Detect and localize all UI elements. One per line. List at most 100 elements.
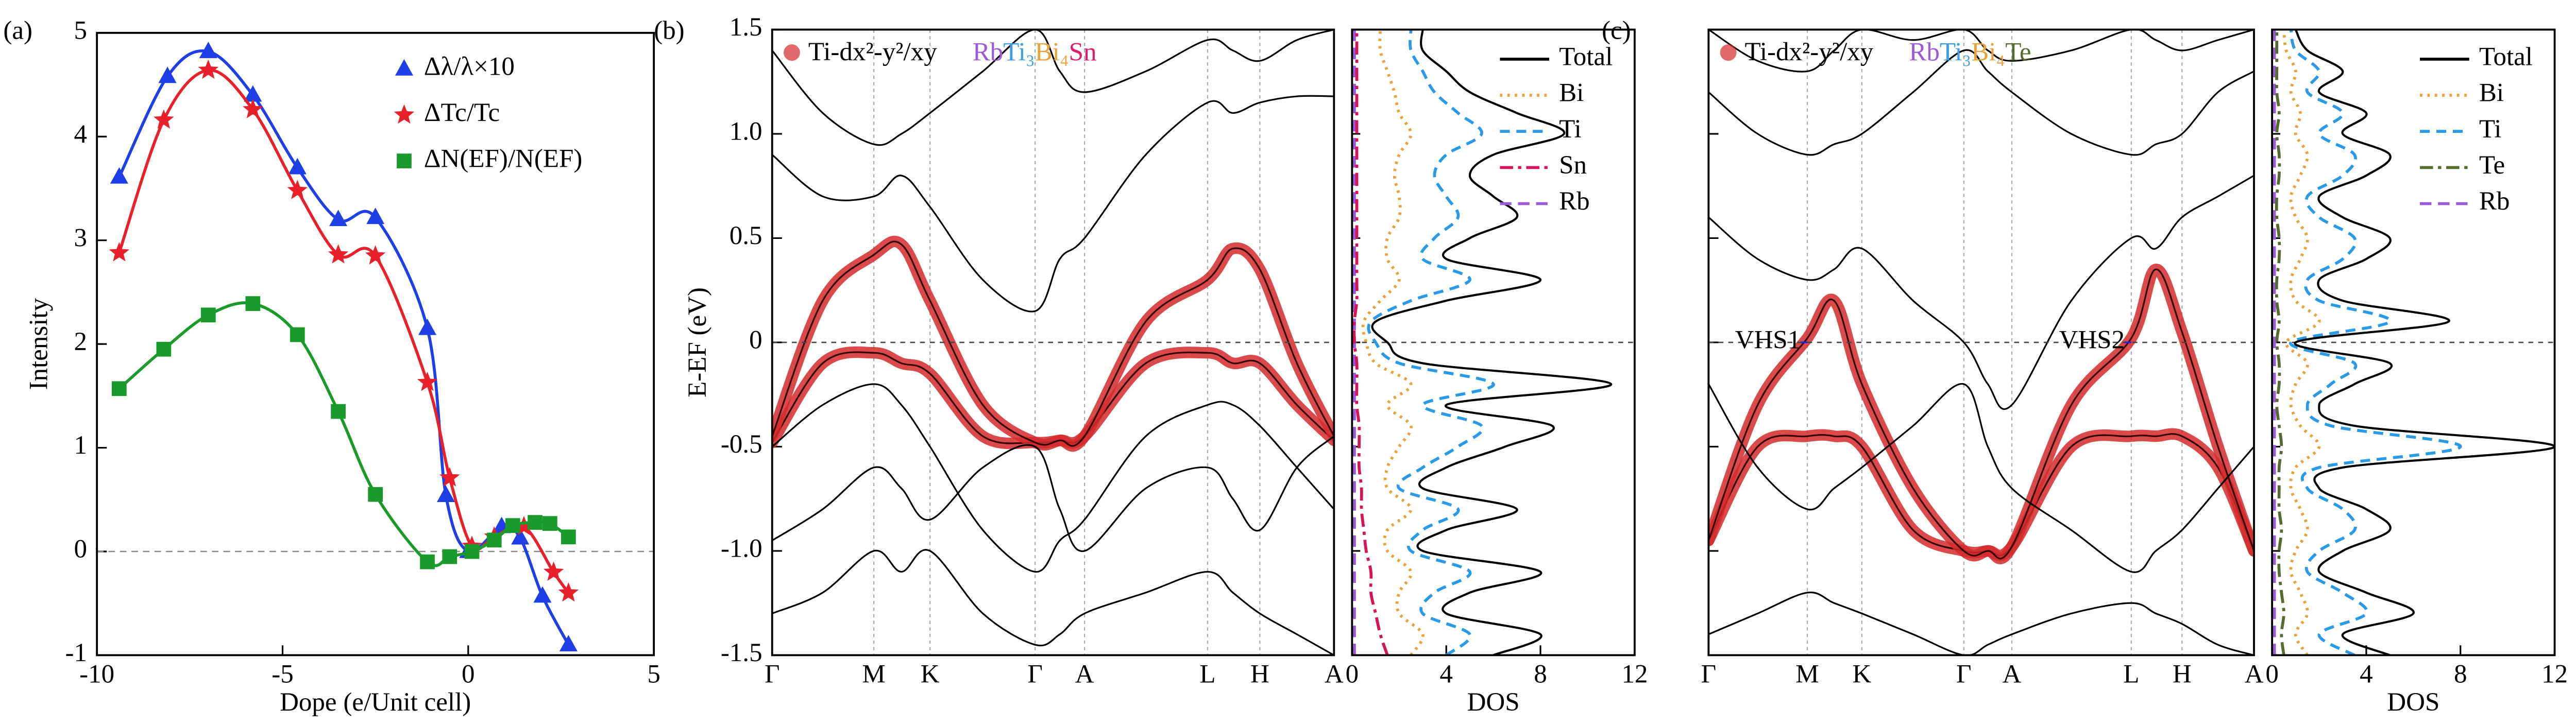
marker bbox=[288, 158, 307, 175]
marker bbox=[368, 487, 383, 502]
x-axis-label: Dope (e/Unit cell) bbox=[280, 688, 471, 717]
y-tick-label: -1.5 bbox=[721, 638, 762, 667]
legend-marker bbox=[395, 59, 413, 76]
marker bbox=[109, 242, 130, 262]
composition: RbTi₃Bi₄Te bbox=[1909, 38, 2031, 66]
y-tick-label: 1 bbox=[74, 431, 87, 460]
legend-label: Ti-dx²-y²/xy bbox=[808, 38, 937, 66]
marker bbox=[505, 518, 520, 533]
band-line bbox=[1708, 29, 2254, 73]
x-tick-label: 8 bbox=[2454, 660, 2467, 689]
band-line bbox=[772, 29, 1334, 146]
marker bbox=[417, 371, 438, 391]
legend-label: Ti bbox=[1559, 115, 1582, 144]
legend-label: Total bbox=[2479, 43, 2533, 72]
y-tick-label: 0 bbox=[74, 535, 87, 564]
marker bbox=[558, 582, 579, 602]
legend-label: Bi bbox=[2479, 79, 2504, 108]
composition-part: Ti₃ bbox=[1003, 38, 1035, 66]
dos-line bbox=[1371, 29, 1613, 655]
marker bbox=[243, 99, 263, 118]
composition-part: Sn bbox=[1069, 38, 1097, 66]
x-tick-label: K bbox=[1852, 660, 1871, 689]
panel-label: (a) bbox=[3, 16, 32, 45]
marker bbox=[514, 515, 534, 536]
marker bbox=[486, 532, 502, 548]
dos-line bbox=[2282, 29, 2321, 655]
marker bbox=[245, 296, 261, 311]
dos-curves bbox=[2273, 29, 2555, 655]
legend-marker bbox=[397, 153, 412, 168]
band-line bbox=[1708, 433, 2254, 557]
dos-line bbox=[1352, 29, 1389, 655]
marker bbox=[528, 515, 543, 530]
marker bbox=[110, 167, 128, 184]
marker bbox=[156, 341, 172, 357]
band-line bbox=[772, 383, 1334, 573]
marker bbox=[511, 528, 530, 545]
composition-part: Bi₄ bbox=[1035, 38, 1069, 66]
x-tick-label: 0 bbox=[1346, 660, 1359, 689]
y-tick-label: -1.0 bbox=[721, 534, 762, 563]
composition-part: Rb bbox=[973, 38, 1004, 66]
plot-frame bbox=[771, 28, 1335, 657]
marker bbox=[418, 318, 437, 335]
composition-part: Ti₃ bbox=[1940, 38, 1971, 66]
marker bbox=[287, 180, 308, 199]
annotation: VHS1 bbox=[1735, 326, 1801, 355]
composition-part: Bi₄ bbox=[1971, 38, 2005, 66]
y-tick-label: -1 bbox=[65, 638, 88, 667]
y-tick-label: 2 bbox=[74, 327, 87, 356]
marker bbox=[442, 549, 457, 564]
x-tick-label: 4 bbox=[1439, 660, 1453, 689]
series-line bbox=[117, 49, 570, 646]
y-axis-label: Intensity bbox=[24, 298, 53, 390]
y-tick-label: 1.0 bbox=[730, 117, 762, 146]
x-axis-label: DOS bbox=[2387, 688, 2439, 717]
marker bbox=[200, 307, 216, 323]
annotation: VHS2 bbox=[2059, 326, 2125, 355]
legend-dot bbox=[784, 44, 800, 61]
x-tick-label: Γ bbox=[1701, 660, 1717, 689]
legend-label: Sn bbox=[1559, 151, 1587, 180]
marker bbox=[198, 59, 219, 79]
y-tick-label: 5 bbox=[74, 16, 87, 45]
x-tick-label: M bbox=[1795, 660, 1819, 689]
band-line bbox=[1708, 49, 2254, 156]
highlight-band bbox=[1708, 264, 2254, 564]
marker bbox=[329, 210, 348, 227]
marker bbox=[561, 529, 576, 545]
x-tick-label: 12 bbox=[1621, 660, 1648, 689]
y-tick-label: 4 bbox=[74, 120, 87, 149]
y-axis-label: E-EF (eV) bbox=[683, 287, 712, 398]
dos-line bbox=[1367, 29, 1495, 655]
composition: RbTi₃Bi₄Sn bbox=[973, 38, 1097, 66]
x-tick-label: -10 bbox=[79, 660, 114, 689]
x-tick-label: A bbox=[2245, 660, 2264, 689]
x-tick-label: L bbox=[2123, 660, 2139, 689]
x-tick-label: 5 bbox=[647, 660, 660, 689]
marker bbox=[331, 404, 346, 419]
bands bbox=[1708, 29, 2254, 655]
marker bbox=[533, 586, 552, 603]
marker bbox=[158, 66, 177, 83]
plot-frame bbox=[1707, 28, 2255, 657]
band-line bbox=[1708, 268, 2254, 560]
bands bbox=[772, 29, 1334, 655]
panel-label: (c) bbox=[1602, 16, 1631, 45]
marker bbox=[542, 516, 557, 531]
x-tick-label: H bbox=[2173, 660, 2192, 689]
dos-line bbox=[2294, 29, 2555, 655]
x-axis-label: DOS bbox=[1467, 688, 1520, 717]
legend-label: ΔN(EF)/N(EF) bbox=[424, 144, 583, 173]
legend-label: ΔTc/Tc bbox=[424, 98, 500, 127]
marker bbox=[464, 544, 480, 559]
legend-dot bbox=[1720, 44, 1737, 61]
marker bbox=[328, 244, 349, 264]
marker bbox=[112, 381, 127, 396]
marker bbox=[420, 554, 435, 569]
x-tick-label: K bbox=[921, 660, 940, 689]
x-tick-label: 4 bbox=[2360, 660, 2373, 689]
